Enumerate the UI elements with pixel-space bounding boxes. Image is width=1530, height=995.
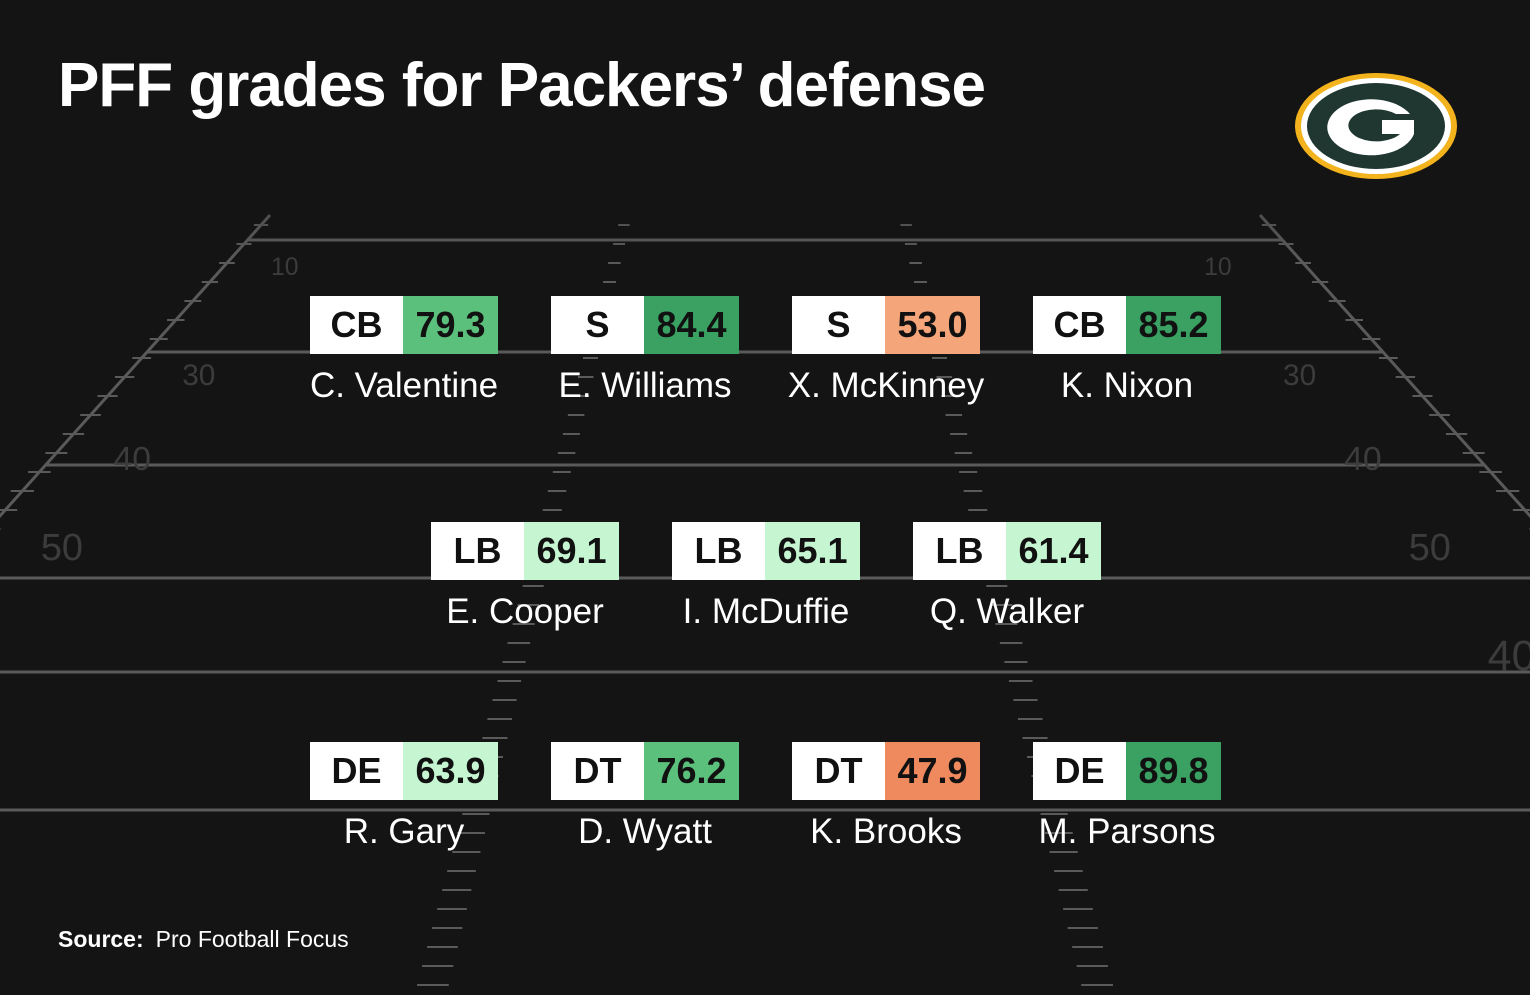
field-number: 40 — [1344, 440, 1382, 478]
packers-g-logo-icon — [1295, 73, 1457, 179]
player-card: LB 61.4 Q. Walker — [913, 522, 1101, 631]
player-name: E. Cooper — [446, 592, 604, 631]
packers-logo — [1292, 70, 1460, 187]
position-label: LB — [913, 522, 1006, 580]
grade-value: 85.2 — [1126, 296, 1221, 354]
player-card: S 53.0 X. McKinney — [788, 296, 984, 405]
field-number: 30 — [182, 359, 215, 392]
field-number: 30 — [1283, 359, 1316, 392]
source-text: Pro Football Focus — [155, 926, 349, 952]
position-label: CB — [1033, 296, 1126, 354]
sideline-right — [1258, 213, 1530, 519]
grade-value: 65.1 — [765, 522, 860, 580]
position-label: S — [551, 296, 644, 354]
source-label: Source: — [58, 926, 144, 952]
player-card: LB 65.1 I. McDuffie — [672, 522, 860, 631]
grade-value: 69.1 — [524, 522, 619, 580]
player-name: X. McKinney — [787, 366, 985, 405]
player-card: DT 76.2 D. Wyatt — [551, 742, 739, 851]
player-name: D. Wyatt — [578, 812, 712, 851]
player-name: C. Valentine — [309, 366, 499, 405]
player-name: Q. Walker — [929, 592, 1085, 631]
grade-value: 53.0 — [885, 296, 980, 354]
position-label: DT — [792, 742, 885, 800]
player-name: I. McDuffie — [682, 592, 850, 631]
grade-value: 63.9 — [403, 742, 498, 800]
grade-value: 61.4 — [1006, 522, 1101, 580]
player-name: E. Williams — [558, 366, 732, 405]
player-card: CB 79.3 C. Valentine — [310, 296, 498, 405]
grade-value: 84.4 — [644, 296, 739, 354]
player-name: K. Nixon — [1060, 366, 1194, 405]
field-number: 50 — [1409, 527, 1451, 569]
player-card: DT 47.9 K. Brooks — [792, 742, 980, 851]
position-label: DE — [310, 742, 403, 800]
position-label: LB — [672, 522, 765, 580]
position-label: DT — [551, 742, 644, 800]
position-label: S — [792, 296, 885, 354]
source-note: Source: Pro Football Focus — [58, 926, 349, 953]
player-name: M. Parsons — [1038, 812, 1216, 851]
grade-value: 76.2 — [644, 742, 739, 800]
position-label: LB — [431, 522, 524, 580]
player-card: S 84.4 E. Williams — [551, 296, 739, 405]
grade-value: 47.9 — [885, 742, 980, 800]
player-card: CB 85.2 K. Nixon — [1033, 296, 1221, 405]
page-title: PFF grades for Packers’ defense — [58, 51, 986, 120]
player-card: LB 69.1 E. Cooper — [431, 522, 619, 631]
grade-value: 89.8 — [1126, 742, 1221, 800]
field-number: 50 — [41, 527, 83, 569]
grade-value: 79.3 — [403, 296, 498, 354]
field-number: 40 — [1488, 632, 1530, 680]
player-card: DE 63.9 R. Gary — [310, 742, 498, 851]
player-name: K. Brooks — [810, 812, 962, 851]
sideline-left — [0, 213, 272, 519]
player-card: DE 89.8 M. Parsons — [1033, 742, 1221, 851]
field-number: 40 — [114, 440, 152, 478]
position-label: CB — [310, 296, 403, 354]
player-name: R. Gary — [343, 812, 465, 851]
position-label: DE — [1033, 742, 1126, 800]
